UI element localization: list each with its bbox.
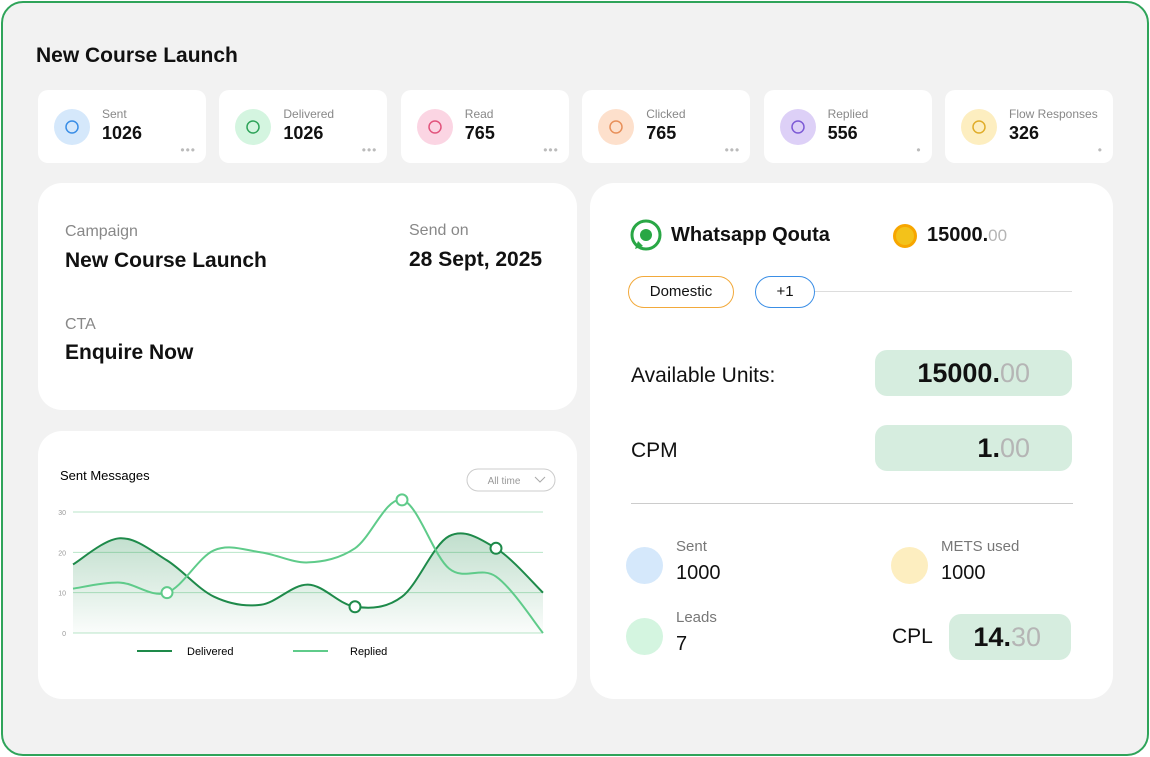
stat-label: Delivered xyxy=(283,107,335,121)
whole: 14. xyxy=(973,622,1011,652)
divider xyxy=(631,503,1073,504)
value: 1000 xyxy=(676,562,721,584)
stat-value: 326 xyxy=(1009,123,1040,143)
stat-value: 765 xyxy=(646,123,677,143)
stat-label: Flow Responses xyxy=(1009,107,1098,121)
label: Campaign xyxy=(65,223,138,240)
value: 7 xyxy=(676,633,688,655)
stat-icon xyxy=(54,109,90,145)
more-dots: ••• xyxy=(180,143,196,157)
legend-label: Delivered xyxy=(187,646,233,658)
stat-icon xyxy=(779,109,816,145)
value: 1000 xyxy=(941,562,986,584)
filter-label: All time xyxy=(488,476,521,487)
cpl-box: 14.30 xyxy=(949,614,1071,660)
stat-label: Sent xyxy=(102,107,127,121)
decimal: 30 xyxy=(1010,622,1041,652)
point-marker xyxy=(489,541,503,555)
balance-decimal: 00 xyxy=(988,226,1008,245)
stat-card: Flow Responses 326 • xyxy=(945,90,1113,163)
stat-value: 1026 xyxy=(283,123,324,143)
y-tick-label: 10 xyxy=(58,591,66,598)
campaign-card: Campaign New Course Launch Send on 28 Se… xyxy=(38,183,577,410)
area-fill xyxy=(73,533,543,633)
whatsapp-icon xyxy=(630,219,662,251)
stat-label: Replied xyxy=(827,107,869,121)
chevron xyxy=(534,476,546,483)
y-tick-label: 20 xyxy=(58,550,66,557)
value: 28 Sept, 2025 xyxy=(409,248,543,271)
stat-icon xyxy=(235,109,272,145)
tag[interactable]: +1 xyxy=(755,276,815,308)
stat-card: Sent 1026 ••• xyxy=(38,90,206,163)
cpm-box: 1.00 xyxy=(875,425,1072,471)
sent-icon xyxy=(626,547,663,584)
value: Enquire Now xyxy=(65,341,194,364)
value: New Course Launch xyxy=(65,249,267,272)
label: Available Units: xyxy=(631,364,776,387)
stat-label: Read xyxy=(464,107,494,121)
available-box: 15000.00 xyxy=(875,350,1072,396)
stat-card: Clicked 765 ••• xyxy=(582,90,751,163)
whole: 1. xyxy=(977,433,1000,463)
stat-icon xyxy=(961,109,997,145)
point-marker xyxy=(160,586,174,600)
decimal: 00 xyxy=(999,358,1030,388)
mets-icon xyxy=(891,547,928,584)
filter-dropdown[interactable] xyxy=(466,468,556,492)
quota-title: Whatsapp Qouta xyxy=(671,224,830,246)
stat-card: Delivered 1026 ••• xyxy=(219,90,388,163)
stat-card: Replied 556 • xyxy=(763,90,932,163)
label: METS used xyxy=(941,538,1020,555)
chart-title: Sent Messages xyxy=(60,468,150,483)
series-line xyxy=(72,532,544,609)
label: Leads xyxy=(676,609,717,626)
page-title: New Course Launch xyxy=(36,44,238,67)
point-marker xyxy=(348,600,362,614)
whole: 15000. xyxy=(917,358,1000,388)
point-marker xyxy=(395,493,409,507)
label: CTA xyxy=(65,316,96,333)
stat-value: 556 xyxy=(827,123,858,143)
balance-whole: 15000. xyxy=(927,224,989,246)
y-tick-label: 30 xyxy=(58,510,66,517)
chart: Sent Messages All time 0 10 20 30 Delivered R… xyxy=(58,468,556,658)
label: Send on xyxy=(409,222,469,239)
leads-icon xyxy=(626,618,663,655)
label: CPM xyxy=(631,439,678,462)
more-dots: • xyxy=(1097,143,1103,157)
stat-value: 765 xyxy=(464,123,495,143)
coin-icon xyxy=(893,224,917,248)
decimal: 00 xyxy=(999,433,1030,463)
y-tick-label: 0 xyxy=(62,631,66,638)
more-dots: ••• xyxy=(361,143,378,157)
quota-card: Whatsapp Qouta 15000.00 Domestic +1 Avai… xyxy=(590,183,1113,699)
balance: 15000.00 xyxy=(927,224,1007,247)
divider xyxy=(810,291,1072,292)
more-dots: ••• xyxy=(543,143,559,157)
stat-value: 1026 xyxy=(102,123,143,143)
legend-label: Replied xyxy=(350,646,387,658)
chart-card: Sent Messages All time 0 10 20 30 Delivered R… xyxy=(38,431,577,699)
series-line xyxy=(72,498,544,634)
stat-icon xyxy=(598,109,635,145)
more-dots: ••• xyxy=(724,143,741,157)
stat-icon xyxy=(416,109,453,145)
more-dots: • xyxy=(916,143,922,157)
stat-card: Read 765 ••• xyxy=(400,90,569,163)
tag[interactable]: Domestic xyxy=(628,276,734,308)
stat-label: Clicked xyxy=(646,107,686,121)
label: Sent xyxy=(676,538,707,555)
label: CPL xyxy=(892,625,933,648)
